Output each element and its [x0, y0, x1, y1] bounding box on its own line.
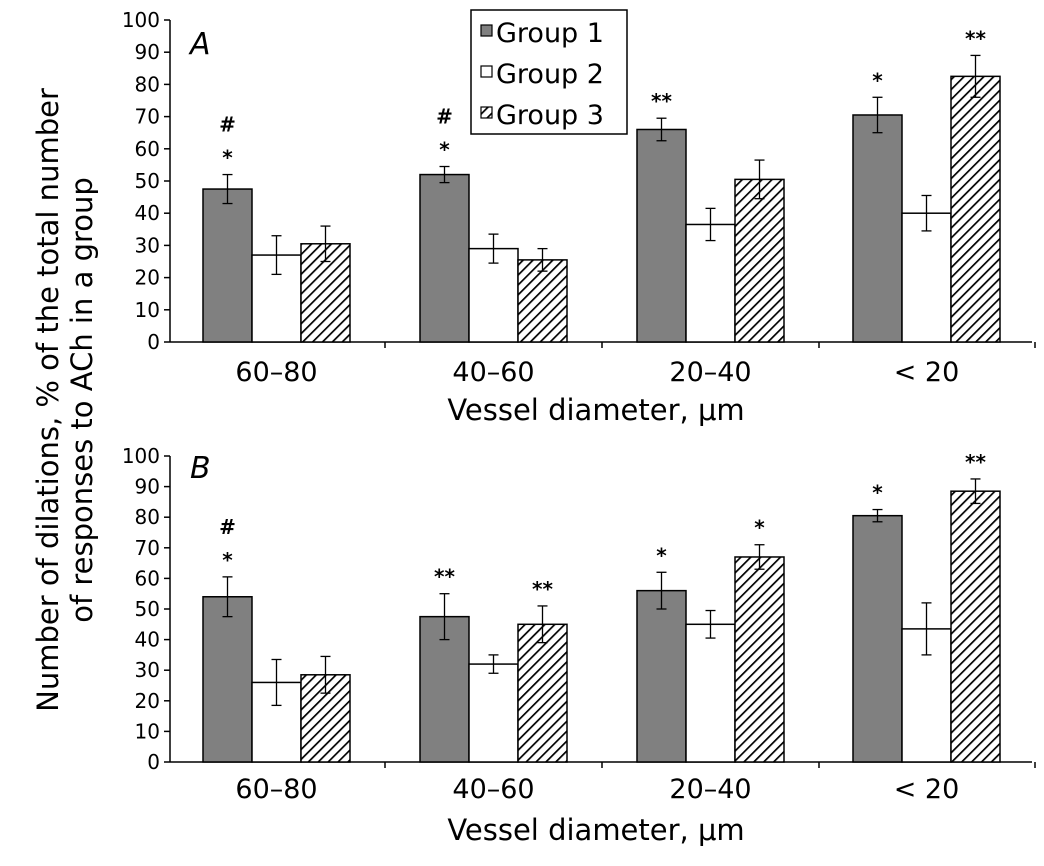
pa-bar-group3	[950, 75, 1001, 343]
pb-category-label: < 20	[894, 774, 960, 805]
pb-y-tick-label: 30	[135, 658, 160, 682]
legend-swatch-group3	[480, 106, 493, 119]
pa-category-label: 60–80	[235, 357, 317, 388]
legend-label-group1: Group 1	[496, 18, 604, 49]
pa-category-label: 40–60	[452, 357, 534, 388]
pa-y-tick-label: 40	[135, 201, 160, 225]
pb-y-tick-label: 40	[135, 628, 160, 652]
pa-significance-mark: #	[436, 105, 453, 129]
pa-y-tick-label: 10	[135, 298, 160, 322]
pa-bar-group1	[852, 114, 903, 343]
pa-panel-letter: A	[188, 27, 211, 62]
legend-swatch-group2	[480, 65, 493, 78]
pb-category-label: 20–40	[669, 774, 751, 805]
y-axis-title-line1: Number of dilations, % of the total numb…	[31, 88, 65, 712]
pb-y-tick-label: 50	[135, 597, 160, 621]
pb-significance-mark: #	[219, 515, 236, 539]
pa-bar-group1	[636, 128, 687, 343]
pb-bar-group1	[202, 596, 253, 763]
pa-y-tick-label: 0	[147, 330, 160, 354]
pa-bar-group3	[734, 178, 785, 343]
pa-category-label: 20–40	[669, 357, 751, 388]
pb-category-label: 40–60	[452, 774, 534, 805]
pb-y-tick-label: 60	[135, 566, 160, 590]
pa-y-tick-label: 50	[135, 169, 160, 193]
pa-bar-group1	[419, 173, 470, 343]
pa-x-axis-title: Vessel diameter, μm	[447, 393, 744, 427]
pb-significance-mark: *	[222, 548, 233, 572]
pa-bar-group2	[901, 212, 952, 343]
pb-bar-group1	[852, 514, 903, 763]
pa-y-tick-label: 90	[135, 40, 160, 64]
pa-category-label: < 20	[894, 357, 960, 388]
pb-significance-mark: **	[532, 577, 553, 601]
pa-significance-mark: *	[222, 146, 233, 170]
pb-y-tick-label: 70	[135, 536, 160, 560]
pb-bar-group2	[685, 623, 736, 763]
pb-significance-mark: *	[872, 481, 883, 505]
pa-y-tick-label: 100	[122, 8, 160, 32]
pa-y-tick-label: 20	[135, 266, 160, 290]
pa-y-tick-label: 30	[135, 233, 160, 257]
pb-bar-group1	[636, 589, 687, 763]
legend-label-group2: Group 2	[496, 59, 604, 90]
pa-y-tick-label: 80	[135, 72, 160, 96]
chart-panel-a: 0 10 20 30 40 50 60 70 80 90 100 60–80 40–60 20–40 < 2…	[122, 8, 1036, 427]
pb-y-tick-label: 90	[135, 475, 160, 499]
pb-y-tick-label: 80	[135, 505, 160, 529]
pb-bar-group2	[468, 663, 519, 763]
pb-y-tick-label: 100	[122, 444, 160, 468]
pa-bar-group3	[517, 259, 568, 343]
pa-bar-group2	[468, 247, 519, 343]
chart-panel-b: 0 10 20 30 40 50 60 70 80 90 100 60–80 40–60 20–40 < 2…	[122, 444, 1036, 847]
legend-label-group3: Group 3	[496, 100, 604, 131]
pa-bar-group2	[685, 223, 736, 343]
legend-box	[470, 9, 628, 135]
pb-bar-group3	[950, 490, 1001, 763]
pa-y-tick-label: 60	[135, 137, 160, 161]
pa-y-tick-label: 70	[135, 105, 160, 129]
pb-significance-mark: *	[754, 516, 765, 540]
pb-significance-mark: **	[965, 450, 986, 474]
pb-bar-group3	[517, 623, 568, 763]
y-axis-title: Number of dilations, % of the total numb…	[31, 88, 99, 712]
pb-category-label: 60–80	[235, 774, 317, 805]
pa-significance-mark: *	[439, 138, 450, 162]
pb-y-tick-label: 0	[147, 750, 160, 774]
legend-swatch-group1	[480, 24, 493, 37]
pb-bar-group1	[419, 615, 470, 763]
pb-x-axis-title: Vessel diameter, μm	[447, 813, 744, 847]
pb-significance-mark: *	[656, 543, 667, 567]
pb-y-tick-label: 20	[135, 689, 160, 713]
pb-bar-group3	[734, 556, 785, 763]
pb-significance-mark: **	[434, 565, 455, 589]
pa-bar-group1	[202, 188, 253, 343]
pa-significance-mark: #	[219, 113, 236, 137]
pa-significance-mark: **	[965, 26, 986, 50]
pa-significance-mark: **	[651, 89, 672, 113]
pa-significance-mark: *	[872, 68, 883, 92]
legend: Group 1 Group 2 Group 3	[470, 9, 628, 135]
pb-panel-letter: B	[190, 451, 211, 486]
y-axis-title-line2: of responses to ACh in a group	[65, 177, 99, 623]
pb-y-tick-label: 10	[135, 719, 160, 743]
